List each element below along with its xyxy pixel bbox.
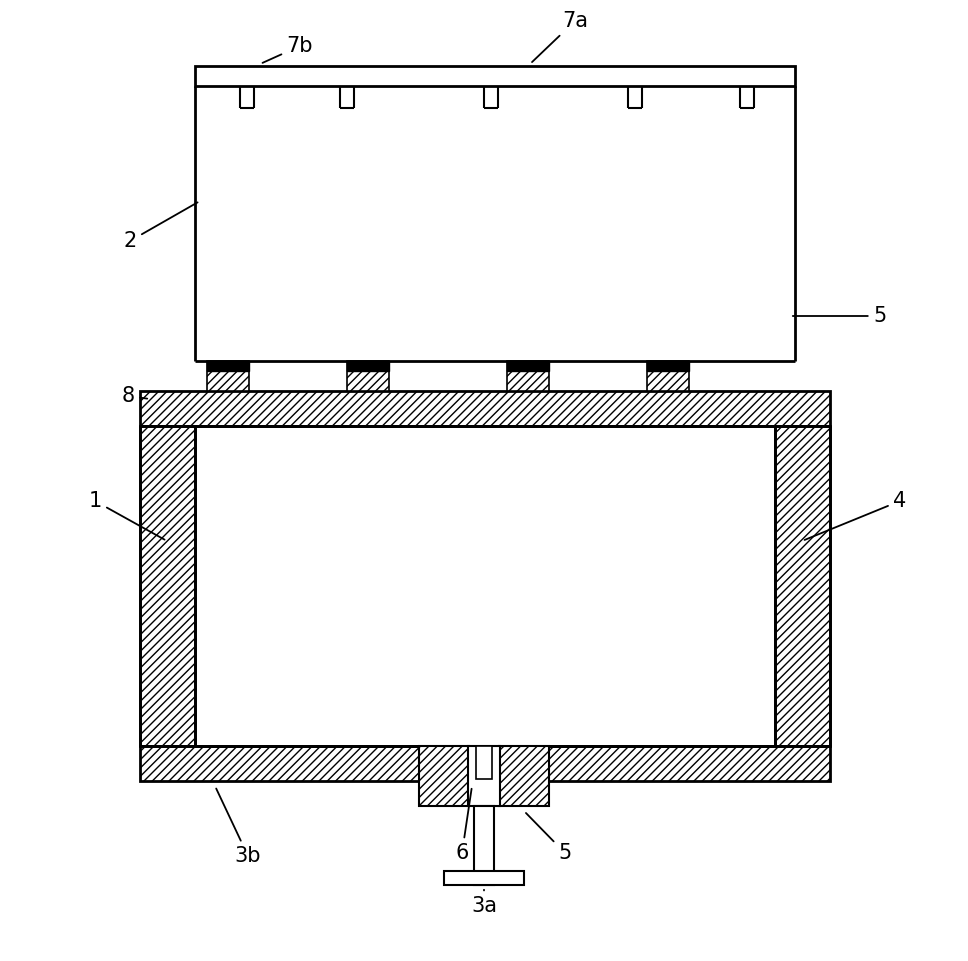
Bar [507, 361, 549, 371]
Bar [140, 426, 195, 746]
Bar [347, 361, 389, 371]
Bar [474, 806, 494, 885]
Bar [507, 361, 549, 391]
Bar [140, 391, 830, 426]
Text: 4: 4 [804, 491, 907, 540]
Bar [419, 746, 469, 806]
Text: 3b: 3b [216, 789, 261, 866]
Bar [647, 361, 689, 371]
Text: 6: 6 [455, 789, 471, 863]
Text: 2: 2 [123, 203, 197, 251]
Text: 7b: 7b [262, 36, 314, 62]
Text: 1: 1 [88, 491, 165, 540]
Bar [444, 871, 524, 885]
Bar [476, 746, 492, 779]
Bar [207, 361, 249, 391]
Bar [195, 66, 795, 86]
Bar [140, 746, 830, 781]
Text: 5: 5 [793, 306, 887, 326]
Bar [207, 361, 249, 371]
Text: 5: 5 [526, 813, 572, 863]
Bar [647, 361, 689, 391]
Text: 8: 8 [121, 386, 147, 406]
Text: 3a: 3a [471, 890, 497, 916]
Bar [499, 746, 549, 806]
Bar [347, 361, 389, 391]
Text: 7a: 7a [532, 11, 588, 62]
Bar [775, 426, 830, 746]
Bar [468, 746, 500, 806]
